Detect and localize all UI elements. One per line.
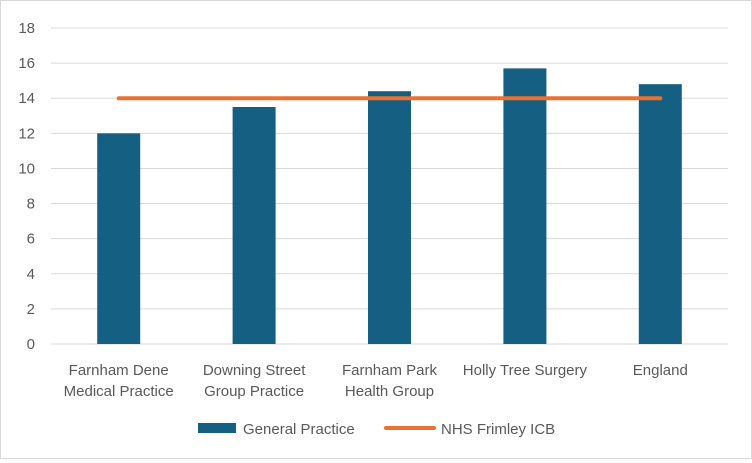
- x-category-label: England: [633, 362, 688, 379]
- x-axis-category-labels: Farnham Dene Medical Practice Downing Stre…: [64, 362, 688, 400]
- y-axis-tick-labels: 0 2 4 6 8 10 12 14 16 18: [18, 20, 35, 353]
- y-tick-label: 2: [27, 301, 35, 318]
- y-tick-label: 6: [27, 231, 35, 248]
- legend-label-general-practice: General Practice: [243, 421, 355, 438]
- bar-0: [97, 133, 141, 344]
- legend: General Practice NHS Frimley ICB: [198, 421, 555, 438]
- bar-2: [368, 91, 411, 344]
- y-tick-label: 18: [18, 20, 35, 37]
- y-tick-label: 16: [18, 55, 35, 72]
- x-category-label: Downing Street: [203, 362, 306, 379]
- y-tick-label: 4: [27, 266, 35, 283]
- y-tick-label: 8: [27, 196, 35, 213]
- x-category-label: Health Group: [345, 383, 434, 400]
- bar-1: [232, 107, 276, 344]
- y-tick-label: 14: [18, 90, 35, 107]
- x-category-label: Holly Tree Surgery: [463, 362, 588, 379]
- x-category-label: Farnham Park: [342, 362, 438, 379]
- x-category-label: Medical Practice: [64, 383, 174, 400]
- y-tick-label: 10: [18, 160, 35, 177]
- legend-swatch-general-practice: [198, 423, 236, 433]
- legend-label-nhs-frimley-icb: NHS Frimley ICB: [441, 421, 555, 438]
- x-category-label: Group Practice: [204, 383, 304, 400]
- bar-3: [503, 68, 547, 344]
- bar-series: [97, 68, 682, 344]
- y-tick-label: 0: [27, 336, 35, 353]
- y-tick-label: 12: [18, 125, 35, 142]
- bar-4: [638, 84, 682, 344]
- x-category-label: Farnham Dene: [69, 362, 169, 379]
